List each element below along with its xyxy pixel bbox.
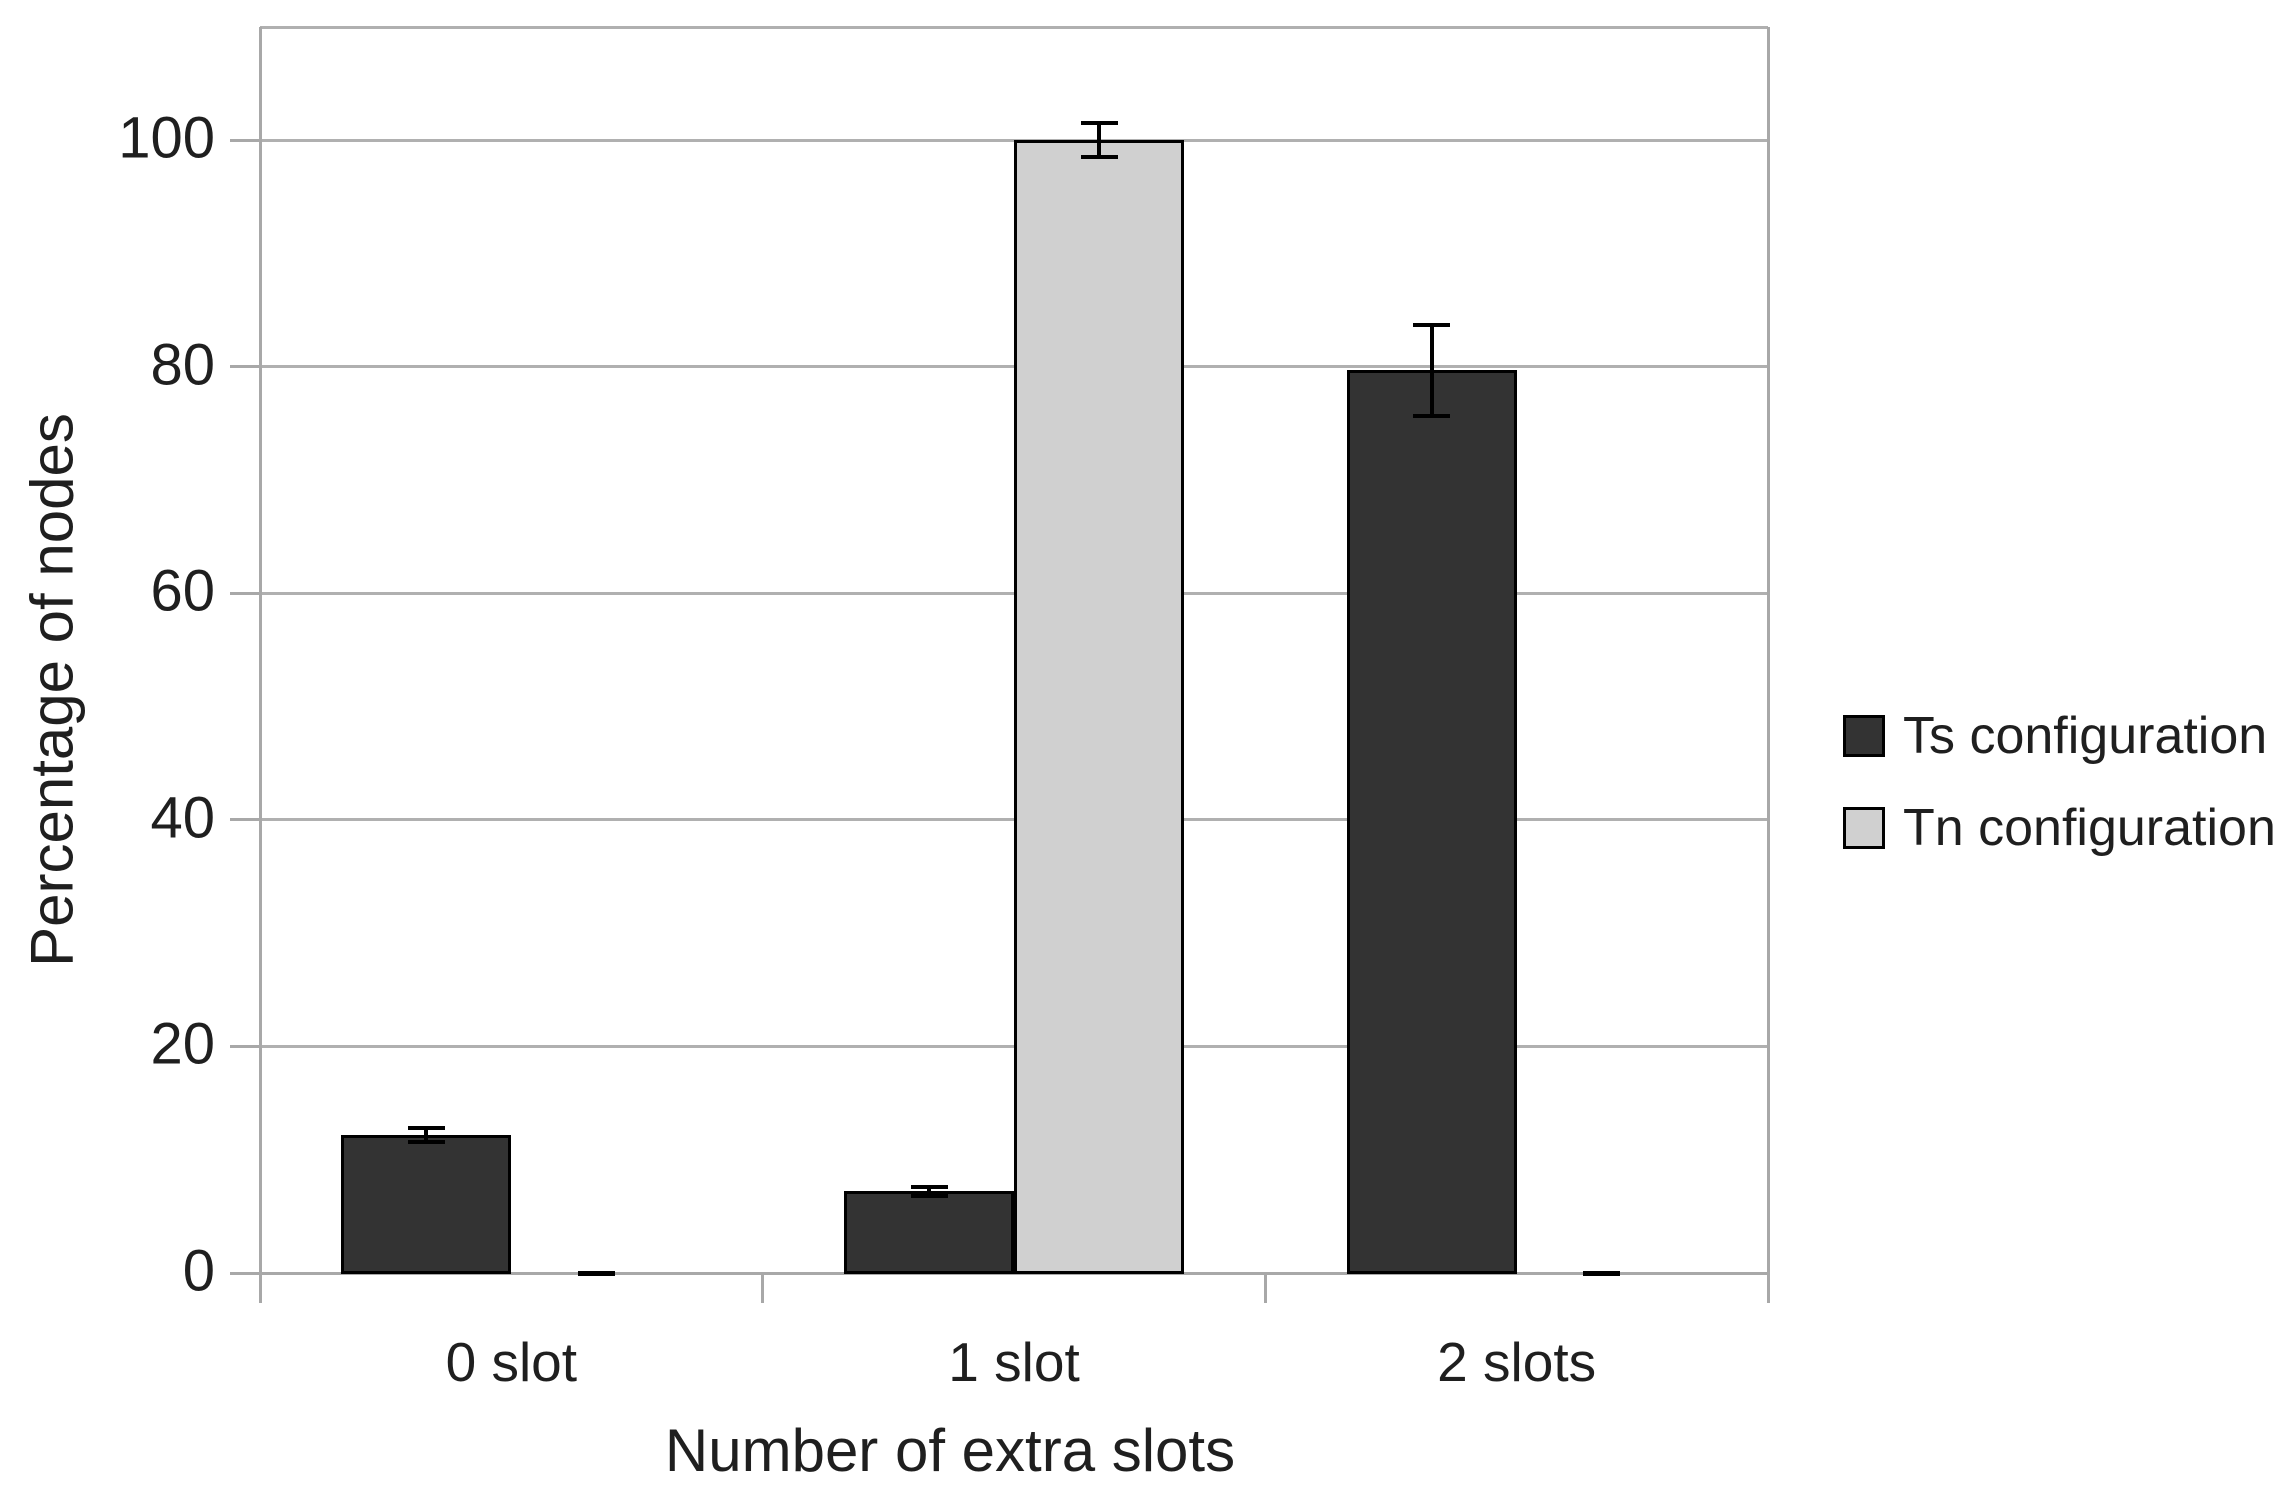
plot-top-border — [260, 25, 1768, 29]
error-bar-cap — [1080, 155, 1118, 160]
bar-Ts-1-slot — [844, 1191, 1014, 1275]
category-label: 1 slot — [948, 1331, 1080, 1393]
legend-label: Ts configuration — [1903, 707, 2268, 765]
legend-item: Ts configuration — [1843, 706, 2276, 766]
legend-swatch-icon — [1843, 715, 1885, 757]
error-bar-cap — [1583, 1270, 1621, 1276]
y-axis-tick — [230, 818, 260, 822]
bar-Tn-1-slot — [1014, 140, 1184, 1275]
y-axis-tick — [230, 591, 260, 595]
category-label: 0 slot — [445, 1331, 578, 1393]
bar-Ts-0-slot — [341, 1134, 512, 1275]
y-tick-label: 0 — [182, 1238, 215, 1304]
legend-label: Tn configuration — [1903, 799, 2276, 857]
plot-right-border — [1766, 27, 1770, 1303]
x-axis-title: Number of extra slots — [664, 1417, 1236, 1484]
error-bar-stem — [927, 1186, 931, 1196]
y-axis-tick — [230, 365, 260, 369]
error-bar-stem — [1429, 324, 1434, 416]
error-bar-stem — [1097, 123, 1101, 158]
y-axis-tick — [230, 1044, 260, 1048]
category-label: 2 slots — [1437, 1331, 1597, 1393]
y-tick-label: 20 — [150, 1011, 215, 1077]
error-bar-cap — [1413, 322, 1451, 327]
x-axis-tick — [761, 1273, 765, 1303]
error-bar-cap — [910, 1184, 948, 1189]
y-tick-label: 100 — [118, 105, 215, 171]
y-axis-line — [258, 27, 262, 1303]
legend: Ts configuration Tn configuration — [1843, 706, 2276, 858]
error-bar-stem — [424, 1128, 429, 1142]
y-tick-label: 60 — [150, 558, 215, 624]
y-tick-label: 40 — [150, 785, 215, 851]
error-bar-cap — [910, 1193, 948, 1198]
y-axis-title: Percentage of nodes — [18, 413, 86, 967]
error-bar-cap — [1080, 121, 1118, 126]
y-tick-label: 80 — [150, 332, 215, 398]
x-axis-tick — [1263, 1273, 1267, 1303]
bar-Ts-2-slots — [1346, 370, 1517, 1275]
error-bar-cap — [1413, 413, 1451, 418]
legend-item: Tn configuration — [1843, 798, 2276, 858]
error-bar-cap — [577, 1270, 615, 1276]
error-bar-cap — [407, 1126, 445, 1130]
error-bar-cap — [407, 1139, 445, 1144]
legend-swatch-icon — [1843, 807, 1885, 849]
y-axis-tick — [230, 138, 260, 142]
